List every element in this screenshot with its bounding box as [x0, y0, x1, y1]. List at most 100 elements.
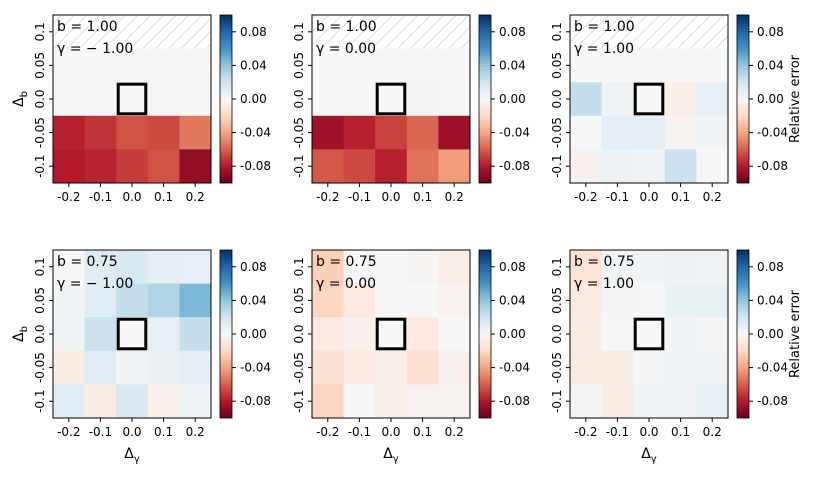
panel-annotation: γ = 0.00: [316, 276, 376, 292]
y-tick-label: 0.0: [550, 89, 564, 108]
heatmap-cell: [312, 15, 344, 49]
y-axis-label: Δb: [11, 326, 30, 342]
heatmap-cell: [406, 15, 439, 49]
x-tick-label: -0.1: [89, 425, 112, 439]
heatmap-cell: [375, 283, 408, 318]
colorbar: [736, 249, 750, 419]
heatmap-cell: [633, 149, 666, 184]
heatmap-cell: [570, 82, 602, 117]
y-tick-label: 0.05: [292, 52, 306, 79]
heatmap-cell: [664, 283, 697, 318]
colorbar-tick-label: -0.04: [757, 361, 788, 375]
panel-b100-g100: b = 1.00 γ = 1.00 -0.2 -0.1 0.0 0.1 0.2 0.1 0.05…: [550, 14, 803, 204]
x-tick-label: 0.0: [381, 190, 400, 204]
x-tick-label: -0.2: [316, 190, 339, 204]
heatmap-cell: [147, 350, 180, 385]
heatmap-cell: [696, 15, 729, 49]
highlight-box: [633, 317, 665, 351]
heatmap-cell: [438, 82, 471, 117]
y-tick-label: -0.1: [33, 154, 47, 177]
panel-annotation: γ = 1.00: [574, 276, 634, 292]
heatmap-cell: [343, 250, 376, 284]
heatmap-cell: [312, 115, 344, 150]
colorbar-tick-label: -0.04: [757, 126, 788, 140]
colorbar-label: Relative error: [788, 289, 803, 378]
colorbar-tick-label: 0.08: [240, 25, 267, 39]
heatmap-cell: [375, 350, 408, 385]
y-tick-label: 0.05: [550, 287, 564, 314]
heatmap-cell: [438, 149, 471, 184]
heatmap-cell: [312, 317, 344, 352]
heatmap-cell: [570, 48, 602, 83]
panel-annotation: b = 1.00: [57, 19, 118, 35]
heatmap-cell: [570, 250, 602, 284]
heatmap-cell: [406, 48, 439, 83]
heatmap-cell: [696, 250, 729, 284]
heatmap-cell: [570, 15, 602, 49]
heatmap-cell: [570, 283, 602, 318]
colorbar-tick-label: 0.08: [757, 260, 784, 274]
heatmap-cell: [633, 350, 666, 385]
heatmap-cell: [375, 384, 408, 419]
y-tick-label: 0.0: [292, 324, 306, 343]
heatmap-cell: [664, 350, 697, 385]
heatmap-cell: [633, 283, 666, 318]
x-tick-label: 0.0: [639, 425, 658, 439]
y-tick-label: 0.1: [550, 22, 564, 41]
heatmap-cell: [84, 384, 117, 419]
y-tick-label: 0.1: [33, 257, 47, 276]
y-tick-label: 0.05: [292, 287, 306, 314]
heatmap-cell: [696, 115, 729, 150]
heatmap-cell: [633, 82, 666, 117]
heatmap-cell: [84, 115, 117, 150]
y-tick-label: -0.05: [33, 352, 47, 383]
heatmap-cell: [179, 15, 212, 49]
y-tick-label: 0.1: [292, 257, 306, 276]
x-tick-label: 0.2: [445, 190, 464, 204]
highlight-box: [633, 82, 665, 116]
heatmap-cell: [664, 250, 697, 284]
panel-b100-gm100: b = 1.00 γ = − 1.00 -0.2 -0.1 0.0 0.1 0.2 0.1 0.…: [33, 14, 271, 204]
heatmap-cell: [116, 317, 149, 352]
heatmap-cell: [438, 384, 471, 419]
x-tick-label: -0.2: [57, 425, 80, 439]
panel-annotation: b = 1.00: [316, 19, 377, 35]
heatmap-cell: [84, 283, 117, 318]
panel-b075-gm100: b = 0.75 γ = − 1.00 -0.2 -0.1 0.0 0.1 0.2 0.1 0.…: [33, 249, 271, 439]
heatmap-cell: [696, 384, 729, 419]
panel-b100-g000: b = 1.00 γ = 0.00 -0.2 -0.1 0.0 0.1 0.2 0.1 0.05…: [292, 14, 530, 204]
heatmap-cell: [179, 384, 212, 419]
heatmap-cell: [570, 149, 602, 184]
colorbar-tick-label: -0.08: [499, 394, 530, 408]
y-axis-label: Δb: [11, 91, 30, 107]
heatmap-cell: [84, 48, 117, 83]
heatmap-cell: [601, 350, 634, 385]
heatmap-cell: [343, 15, 376, 49]
colorbar-tick-label: -0.08: [240, 159, 271, 173]
heatmap-cell: [406, 350, 439, 385]
x-tick-label: 0.1: [413, 190, 432, 204]
colorbar-tick-label: 0.00: [757, 327, 784, 341]
panel-annotation: b = 1.00: [574, 19, 635, 35]
heatmap-cell: [147, 149, 180, 184]
heatmap-cell: [116, 350, 149, 385]
x-tick-label: 0.0: [381, 425, 400, 439]
heatmap-cell: [53, 48, 85, 83]
panel-annotation: γ = 1.00: [574, 41, 634, 57]
x-tick-label: -0.2: [316, 425, 339, 439]
heatmap-cell: [343, 48, 376, 83]
heatmap-cell: [406, 317, 439, 352]
heatmap-cell: [633, 250, 666, 284]
y-tick-label: 0.1: [292, 22, 306, 41]
colorbar-tick-label: 0.04: [240, 293, 267, 307]
heatmap-cell: [438, 15, 471, 49]
x-tick-label: 0.0: [122, 190, 141, 204]
x-tick-label: -0.1: [348, 190, 371, 204]
heatmap-cell: [664, 48, 697, 83]
heatmap-cell: [53, 250, 85, 284]
x-tick-label: 0.1: [671, 425, 690, 439]
colorbar-tick-label: -0.08: [757, 394, 788, 408]
y-tick-label: -0.1: [550, 389, 564, 412]
x-tick-label: 0.1: [154, 425, 173, 439]
x-tick-label: 0.0: [122, 425, 141, 439]
